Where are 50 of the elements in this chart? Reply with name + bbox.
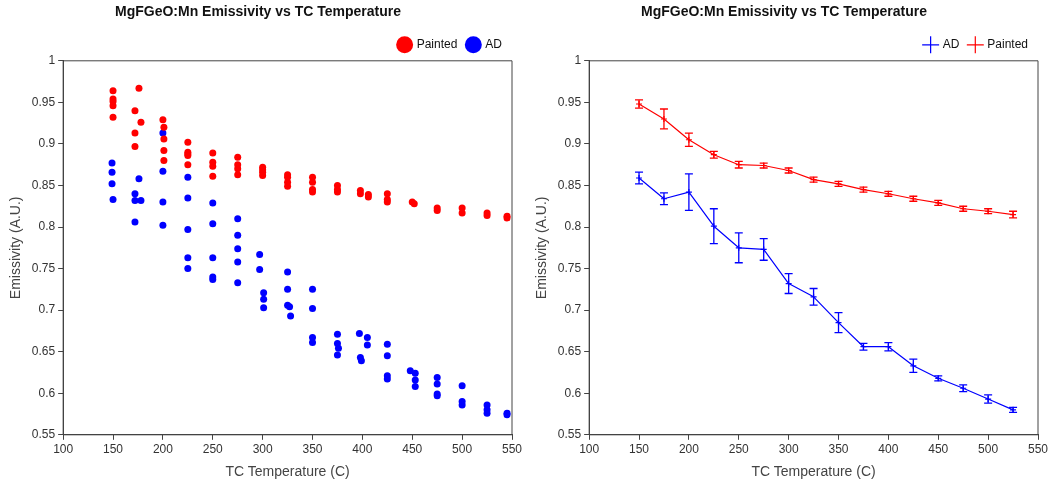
y-axis-title: Emissivity (A.U.) [7, 196, 24, 300]
y-tick-label: 0.55 [557, 427, 582, 442]
x-axis-title: TC Temperature (C) [225, 463, 350, 480]
legend-label: AD [485, 37, 503, 52]
y-tick-label: 0.8 [564, 219, 582, 234]
x-tick-label: 300 [778, 442, 799, 457]
y-tick-label: 0.55 [31, 427, 56, 442]
x-tick-label: 300 [252, 442, 273, 457]
x-tick-label: 150 [103, 442, 124, 457]
y-tick-label: 0.75 [31, 260, 56, 275]
x-tick-label: 500 [978, 442, 999, 457]
y-tick-label: 0.9 [564, 136, 582, 151]
x-tick-label: 100 [53, 442, 74, 457]
y-tick-label: 1 [574, 53, 582, 68]
x-tick-label: 550 [1027, 442, 1049, 457]
x-tick-label: 250 [202, 442, 224, 457]
y-tick-label: 0.85 [557, 177, 582, 192]
x-tick-label: 500 [452, 442, 473, 457]
y-tick-label: 0.7 [38, 302, 56, 317]
x-tick-label: 450 [402, 442, 423, 457]
y-tick-label: 0.95 [31, 94, 56, 109]
x-tick-label: 200 [152, 442, 174, 457]
x-tick-label: 250 [728, 442, 750, 457]
y-axis-title: Emissivity (A.U.) [533, 196, 550, 300]
x-tick-label: 450 [928, 442, 949, 457]
y-tick-label: 0.65 [557, 344, 582, 358]
x-tick-label: 350 [828, 442, 849, 457]
y-tick-label: 0.85 [31, 177, 56, 192]
y-tick-label: 0.7 [564, 302, 582, 317]
y-tick-label: 0.95 [557, 94, 582, 109]
x-tick-label: 350 [302, 442, 323, 457]
legend-label: AD [942, 37, 960, 52]
x-tick-label: 550 [501, 442, 523, 457]
legend-label: Painted [416, 37, 458, 52]
x-axis-title: TC Temperature (C) [751, 463, 876, 480]
x-tick-label: 100 [579, 442, 600, 457]
x-tick-label: 400 [878, 442, 899, 457]
y-tick-label: 1 [48, 53, 56, 68]
y-tick-label: 0.75 [557, 260, 582, 275]
y-tick-label: 0.65 [31, 344, 56, 358]
chart-title: MgFGeO:Mn Emissivity vs TC Temperature [114, 3, 402, 20]
y-tick-label: 0.8 [38, 219, 56, 234]
y-tick-label: 0.6 [38, 385, 56, 400]
x-tick-label: 200 [678, 442, 700, 457]
chart-title: MgFGeO:Mn Emissivity vs TC Temperature [640, 3, 928, 20]
legend-label: Painted [987, 37, 1028, 52]
y-tick-label: 0.9 [38, 136, 56, 151]
x-tick-label: 150 [629, 442, 650, 457]
y-tick-label: 0.6 [564, 385, 582, 400]
x-tick-label: 400 [352, 442, 373, 457]
